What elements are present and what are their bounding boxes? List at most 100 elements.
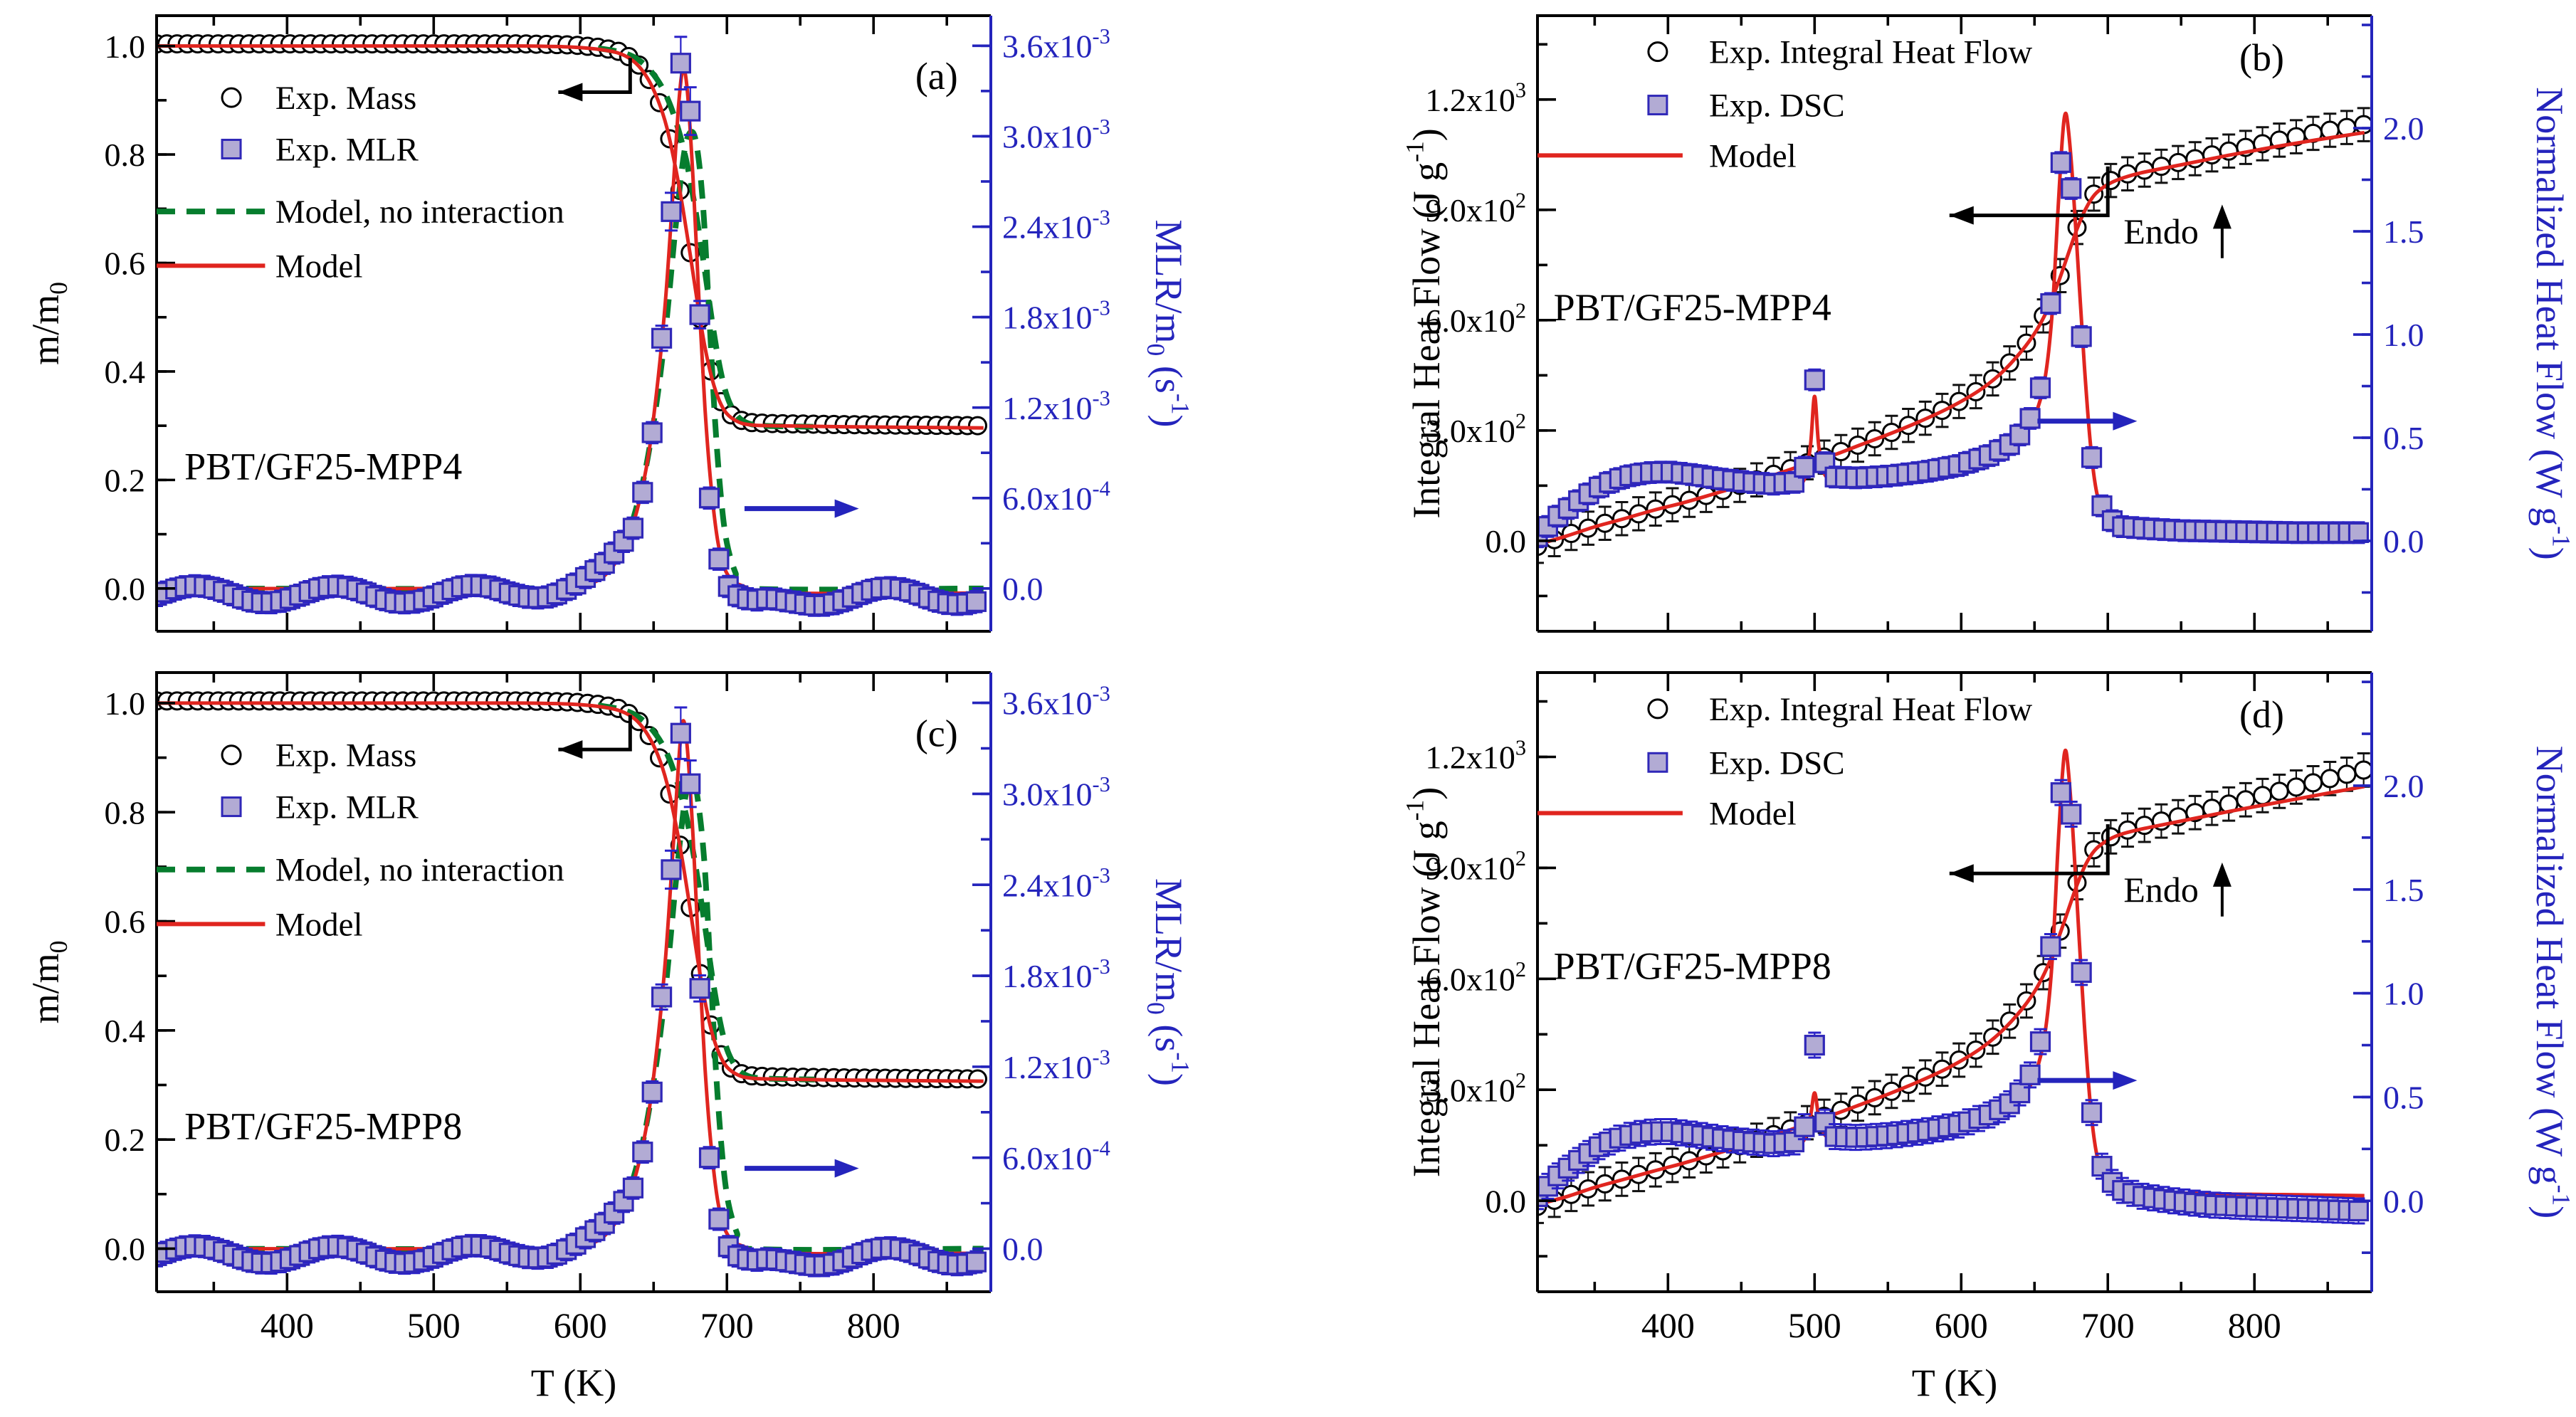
right-tick-label: 2.4x10-3 bbox=[1002, 863, 1110, 903]
legend-label: Exp. DSC bbox=[1709, 744, 1845, 781]
axis-ticks-d bbox=[1537, 673, 2372, 1292]
left-tick-label: 0.4 bbox=[105, 1013, 146, 1049]
right-tick-label: 2.4x10-3 bbox=[1002, 205, 1110, 245]
legend-d: Exp. Integral Heat Flow Exp. DSC Model bbox=[1537, 691, 2032, 832]
left-tick-label: 0.4 bbox=[105, 354, 146, 390]
series-model-integral-heat-flow bbox=[1539, 130, 2365, 547]
legend-label: Exp. MLR bbox=[275, 131, 419, 168]
left-tick-label: 1.2x103 bbox=[1425, 735, 1526, 775]
panel-d: 0.0 3.0x102 6.0x102 9.0x102 1.2x103 0.0 0.5 1.0… bbox=[1400, 671, 2576, 1404]
left-axis-title: Integral Heat Flow (J g-1) bbox=[1400, 128, 1448, 519]
right-axis-title: MLR/m0 (s-1) bbox=[1142, 219, 1195, 427]
plot-area-a bbox=[158, 34, 987, 617]
arrowhead bbox=[1949, 206, 1974, 225]
x-tick-label: 400 bbox=[261, 1305, 314, 1345]
plot-area-b bbox=[1539, 107, 2370, 564]
axis-ticks-a bbox=[157, 16, 991, 631]
legend-label: Model bbox=[1709, 795, 1797, 832]
legend-circle-marker bbox=[1647, 698, 1668, 720]
left-tick-label: 0.2 bbox=[105, 462, 146, 498]
legend-label: Model bbox=[275, 906, 363, 943]
sample-label: PBT/GF25-MPP8 bbox=[184, 1105, 462, 1147]
legend-label: Model bbox=[1709, 137, 1797, 174]
axis-pointer-elbow bbox=[1949, 166, 2110, 218]
left-axis-title: m/m0 bbox=[24, 282, 73, 365]
legend-square-marker bbox=[221, 138, 242, 159]
frame-a bbox=[155, 14, 991, 633]
right-tick-label: 6.0x10-4 bbox=[1002, 477, 1110, 517]
legend-square-marker bbox=[221, 796, 242, 818]
x-axis-title: T (K) bbox=[531, 1361, 616, 1404]
series-exp-mlr bbox=[158, 36, 987, 617]
left-tick-label: 0.6 bbox=[105, 904, 146, 940]
legend-label: Exp. Mass bbox=[275, 737, 416, 774]
right-tick-label: 1.8x10-3 bbox=[1002, 954, 1110, 994]
endo-label: Endo bbox=[2123, 870, 2199, 910]
left-tick-label: 0.0 bbox=[105, 571, 146, 607]
sample-label: PBT/GF25-MPP8 bbox=[1554, 944, 1831, 987]
right-tick-label: 0.5 bbox=[2383, 420, 2424, 456]
series-model-mass bbox=[158, 44, 984, 430]
x-tick-label: 500 bbox=[1788, 1305, 1841, 1345]
left-tick-label: 9.0x102 bbox=[1425, 846, 1526, 886]
legend-label: Model bbox=[275, 248, 363, 285]
right-tick-label: 1.5 bbox=[2383, 872, 2424, 908]
left-tick-label: 3.0x102 bbox=[1425, 409, 1526, 449]
left-tick-label: 3.0x102 bbox=[1425, 1068, 1526, 1108]
right-tick-label: 3.0x10-3 bbox=[1002, 115, 1110, 154]
series-exp-mlr bbox=[158, 706, 987, 1278]
x-tick-label: 800 bbox=[2228, 1305, 2281, 1345]
right-tick-label: 1.0 bbox=[2383, 317, 2424, 353]
panel-letter: (c) bbox=[915, 712, 958, 754]
left-tick-label: 0.2 bbox=[105, 1122, 146, 1158]
sample-label: PBT/GF25-MPP4 bbox=[184, 446, 462, 488]
axis-ticks-c bbox=[157, 673, 991, 1292]
series-exp-dsc bbox=[1539, 779, 2370, 1225]
axis-pointer-elbow bbox=[558, 58, 632, 94]
x-tick-label: 800 bbox=[847, 1305, 900, 1345]
frame-d bbox=[1536, 671, 2372, 1293]
right-tick-label: 3.0x10-3 bbox=[1002, 772, 1110, 812]
plot-area-c bbox=[158, 691, 987, 1278]
right-tick-label: 6.0x10-4 bbox=[1002, 1136, 1110, 1176]
left-axis-title: Integral Heat Flow (J g-1) bbox=[1400, 787, 1448, 1178]
x-tick-label: 700 bbox=[700, 1305, 754, 1345]
arrowhead bbox=[558, 83, 583, 102]
arrowhead bbox=[2113, 411, 2138, 431]
right-tick-label: 0.5 bbox=[2383, 1080, 2424, 1116]
series-exp-dsc bbox=[1539, 151, 2370, 549]
x-tick-label: 500 bbox=[407, 1305, 461, 1345]
right-tick-label: 0.0 bbox=[2383, 523, 2424, 559]
legend-circle-marker bbox=[221, 744, 242, 766]
right-tick-label: 2.0 bbox=[2383, 768, 2424, 804]
legend-label: Exp. Integral Heat Flow bbox=[1709, 34, 2032, 71]
right-tick-label: 3.6x10-3 bbox=[1002, 24, 1110, 64]
x-tick-label: 600 bbox=[554, 1305, 607, 1345]
series-model-mass-no-interaction bbox=[597, 45, 815, 430]
x-tick-label: 400 bbox=[1641, 1305, 1695, 1345]
series-exp-integral-heat-flow bbox=[1539, 752, 2370, 1224]
right-tick-label: 1.2x10-3 bbox=[1002, 1045, 1110, 1085]
left-axis-title: m/m0 bbox=[24, 941, 73, 1024]
right-axis-title: MLR/m0 (s-1) bbox=[1142, 878, 1195, 1086]
right-tick-label: 3.6x10-3 bbox=[1002, 681, 1110, 721]
right-tick-label: 1.2x10-3 bbox=[1002, 386, 1110, 426]
series-model-mass-no-interaction bbox=[597, 702, 815, 1082]
left-tick-label: 6.0x102 bbox=[1425, 299, 1526, 339]
arrowhead bbox=[834, 499, 859, 518]
plot-area-d bbox=[1539, 748, 2370, 1225]
right-axis-title: Normalized Heat Flow (W g-1) bbox=[2528, 746, 2576, 1219]
right-tick-label: 1.8x10-3 bbox=[1002, 295, 1110, 335]
frame-b bbox=[1536, 14, 2372, 633]
arrowhead bbox=[2212, 204, 2231, 229]
legend-label: Model, no interaction bbox=[275, 194, 564, 231]
panel-letter: (d) bbox=[2239, 693, 2284, 736]
legend-label: Exp. Integral Heat Flow bbox=[1709, 691, 2032, 728]
legend-square-marker bbox=[1647, 752, 1668, 773]
legend-label: Exp. MLR bbox=[275, 789, 419, 826]
right-tick-label: 0.0 bbox=[2383, 1183, 2424, 1219]
left-tick-label: 0.6 bbox=[105, 246, 146, 282]
